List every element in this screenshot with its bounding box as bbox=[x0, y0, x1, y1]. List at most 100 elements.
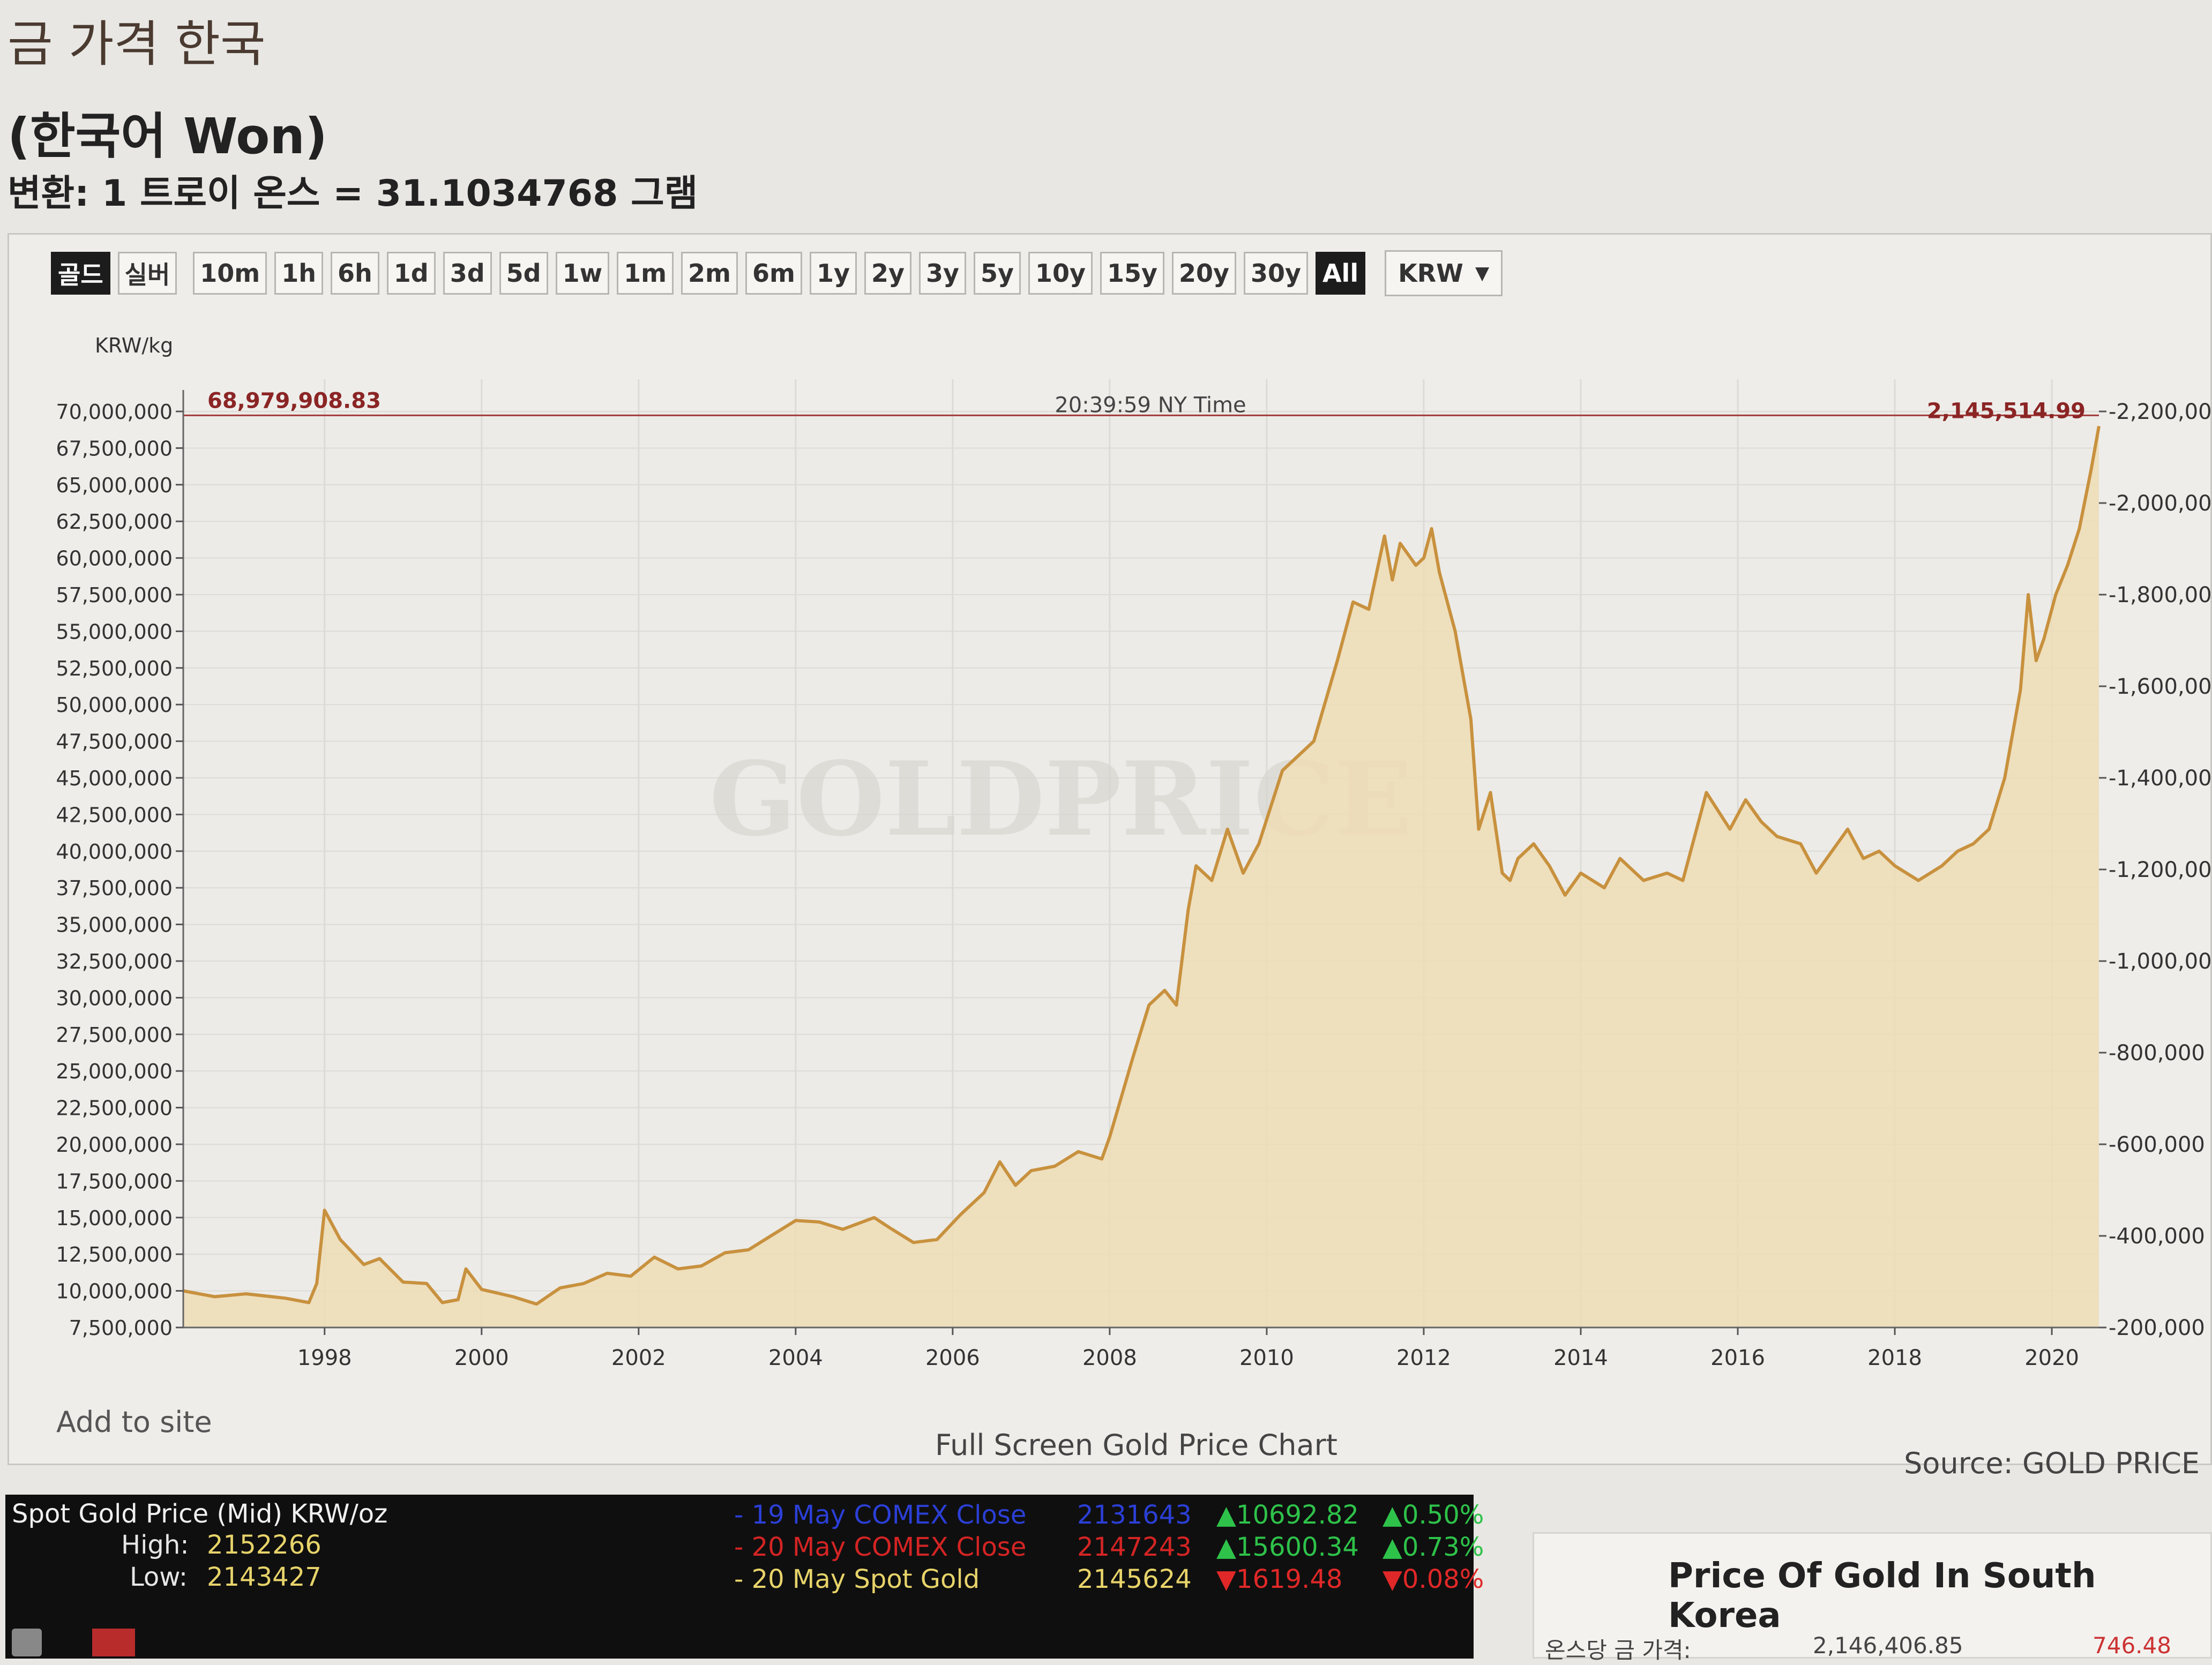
y-tick-label: 35,000,000 bbox=[56, 913, 173, 937]
gold-price-box: Price Of Gold In South Korea 온스당 금 가격: 2… bbox=[1533, 1532, 2212, 1663]
low-label: Low: bbox=[130, 1562, 188, 1592]
range-button-6m[interactable]: 6m bbox=[745, 252, 802, 295]
y2-tick-label: -400,000 bbox=[2109, 1224, 2205, 1249]
ticker-change: ▲15600.34 bbox=[1216, 1532, 1359, 1562]
x-tick-label: 2020 bbox=[2024, 1346, 2079, 1370]
high-value: 2152266 bbox=[207, 1530, 322, 1560]
range-button-5d[interactable]: 5d bbox=[499, 252, 548, 295]
chart-source: Source: GOLD PRICE bbox=[1904, 1446, 2200, 1480]
y-tick-label: 62,500,000 bbox=[56, 510, 173, 534]
y-tick-label: 25,000,000 bbox=[56, 1060, 173, 1083]
gold-box-row-label: 온스당 금 가격: bbox=[1545, 1637, 1691, 1663]
y2-tick-label: -2,000,000 bbox=[2109, 491, 2212, 516]
y2-tick-label: -200,000 bbox=[2109, 1316, 2205, 1340]
ticker-label: - 20 May Spot Gold bbox=[734, 1564, 980, 1594]
y-tick-label: 12,500,000 bbox=[56, 1243, 173, 1266]
gold-box-row-change: 746.48 bbox=[2093, 1632, 2171, 1659]
ticker-price: 2145624 bbox=[1077, 1564, 1192, 1594]
page-title: 금 가격 한국 bbox=[8, 16, 266, 73]
x-tick-label: 2000 bbox=[454, 1346, 509, 1370]
metal-button-0[interactable]: 골드 bbox=[51, 252, 110, 295]
y2-tick-label: -2,200,000 bbox=[2109, 400, 2212, 424]
time-label: 20:39:59 NY Time bbox=[1055, 393, 1246, 417]
ticker-pct: ▼0.08% bbox=[1382, 1564, 1484, 1594]
ticker-pct: ▲0.50% bbox=[1382, 1500, 1484, 1530]
range-button-10y[interactable]: 10y bbox=[1028, 252, 1093, 295]
gold-box-title: Price Of Gold In South Korea bbox=[1668, 1556, 2096, 1636]
y-axis-label: KRW/kg bbox=[95, 334, 173, 357]
y-tick-label: 37,500,000 bbox=[56, 876, 173, 900]
chart-panel: 골드 실버 10m 1h 6h 1d 3d 5d 1w 1m 2m 6m 1y 2y 3y 5y 10y 15y 2… bbox=[8, 233, 2212, 1480]
spot-price-title: Spot Gold Price (Mid) KRW/oz bbox=[12, 1499, 388, 1529]
y2-tick-label: -600,000 bbox=[2109, 1132, 2205, 1157]
high-label: High: bbox=[121, 1530, 189, 1560]
conversion-note: 변환: 1 트로이 온스 = 31.1034768 그램 bbox=[8, 172, 698, 215]
ticker-label: - 19 May COMEX Close bbox=[734, 1500, 1027, 1530]
range-button-3d[interactable]: 3d bbox=[443, 252, 492, 295]
range-button-1d[interactable]: 1d bbox=[386, 252, 436, 295]
taskbar-app-icon-red[interactable] bbox=[92, 1629, 135, 1656]
y2-tick-label: -800,000 bbox=[2109, 1041, 2205, 1066]
ticker-pct: ▲0.73% bbox=[1382, 1532, 1484, 1562]
y2-tick-label: -1,000,000 bbox=[2109, 949, 2212, 974]
taskbar-app-icon[interactable] bbox=[12, 1629, 42, 1656]
ticker-row: - 20 May COMEX Close 2147243 ▲15600.34 ▲0.7… bbox=[734, 1532, 1484, 1562]
y-tick-label: 52,500,000 bbox=[56, 657, 173, 680]
low-value: 2143427 bbox=[207, 1562, 322, 1592]
ticker-row: - 20 May Spot Gold 2145624 ▼1619.48 ▼0.08% bbox=[734, 1564, 1484, 1594]
y-tick-label: 42,500,000 bbox=[56, 803, 173, 827]
y-tick-label: 20,000,000 bbox=[56, 1133, 173, 1157]
range-button-5y[interactable]: 5y bbox=[973, 252, 1021, 295]
x-tick-label: 1998 bbox=[297, 1346, 352, 1370]
ticker-price: 2131643 bbox=[1077, 1500, 1192, 1530]
ticker-change: ▼1619.48 bbox=[1216, 1564, 1343, 1594]
y2-tick-label: -1,800,000 bbox=[2109, 583, 2212, 608]
range-button-2m[interactable]: 2m bbox=[681, 252, 738, 295]
current-price-left: 68,979,908.83 bbox=[207, 388, 381, 413]
y2-tick-label: -1,600,000 bbox=[2109, 674, 2212, 699]
metal-button-1[interactable]: 실버 bbox=[117, 252, 177, 295]
range-button-30y[interactable]: 30y bbox=[1243, 252, 1308, 295]
y-tick-label: 60,000,000 bbox=[56, 547, 173, 571]
y-tick-label: 17,500,000 bbox=[56, 1169, 173, 1193]
y-tick-label: 47,500,000 bbox=[56, 730, 173, 754]
range-button-2y[interactable]: 2y bbox=[864, 252, 911, 295]
x-tick-label: 2018 bbox=[1867, 1346, 1922, 1370]
y2-tick-label: -1,200,000 bbox=[2109, 858, 2212, 882]
range-button-1m[interactable]: 1m bbox=[617, 252, 674, 295]
range-button-all[interactable]: All bbox=[1315, 252, 1366, 295]
range-button-1w[interactable]: 1w bbox=[555, 252, 610, 295]
x-tick-label: 2004 bbox=[768, 1346, 823, 1370]
currency-select-value: KRW bbox=[1398, 259, 1463, 288]
range-button-15y[interactable]: 15y bbox=[1100, 252, 1164, 295]
y-tick-label: 70,000,000 bbox=[56, 400, 173, 424]
fullscreen-chart-link[interactable]: Full Screen Gold Price Chart bbox=[935, 1428, 1337, 1462]
y-tick-label: 10,000,000 bbox=[56, 1280, 173, 1303]
currency-select[interactable]: KRW ▼ bbox=[1385, 250, 1503, 296]
price-area bbox=[183, 426, 2099, 1328]
y2-tick-label: -1,400,000 bbox=[2109, 766, 2212, 791]
ticker-label: - 20 May COMEX Close bbox=[734, 1532, 1027, 1562]
y-tick-label: 15,000,000 bbox=[56, 1206, 173, 1230]
range-button-10m[interactable]: 10m bbox=[193, 252, 267, 295]
range-button-1h[interactable]: 1h bbox=[274, 252, 323, 295]
x-tick-label: 2006 bbox=[925, 1346, 980, 1370]
range-button-6h[interactable]: 6h bbox=[331, 252, 379, 295]
ticker-change: ▲10692.82 bbox=[1216, 1500, 1359, 1530]
y-tick-label: 27,500,000 bbox=[56, 1023, 173, 1047]
y-tick-label: 22,500,000 bbox=[56, 1097, 173, 1120]
add-to-site-link[interactable]: Add to site bbox=[56, 1405, 212, 1439]
range-button-3y[interactable]: 3y bbox=[918, 252, 966, 295]
y-tick-label: 32,500,000 bbox=[56, 950, 173, 973]
range-button-1y[interactable]: 1y bbox=[809, 252, 857, 295]
y-tick-label: 50,000,000 bbox=[56, 693, 173, 717]
x-tick-label: 2010 bbox=[1239, 1346, 1294, 1370]
y-tick-label: 55,000,000 bbox=[56, 620, 173, 643]
y-tick-label: 7,500,000 bbox=[69, 1316, 173, 1340]
gold-box-row: 온스당 금 가격: 2,146,406.85 746.48 bbox=[1545, 1632, 2209, 1665]
chart-toolbar: 골드 실버 10m 1h 6h 1d 3d 5d 1w 1m 2m 6m 1y 2y 3y 5y 10y 15y 2… bbox=[51, 246, 1503, 300]
range-button-20y[interactable]: 20y bbox=[1171, 252, 1236, 295]
y-tick-label: 45,000,000 bbox=[56, 767, 173, 790]
x-tick-label: 2012 bbox=[1396, 1346, 1451, 1370]
